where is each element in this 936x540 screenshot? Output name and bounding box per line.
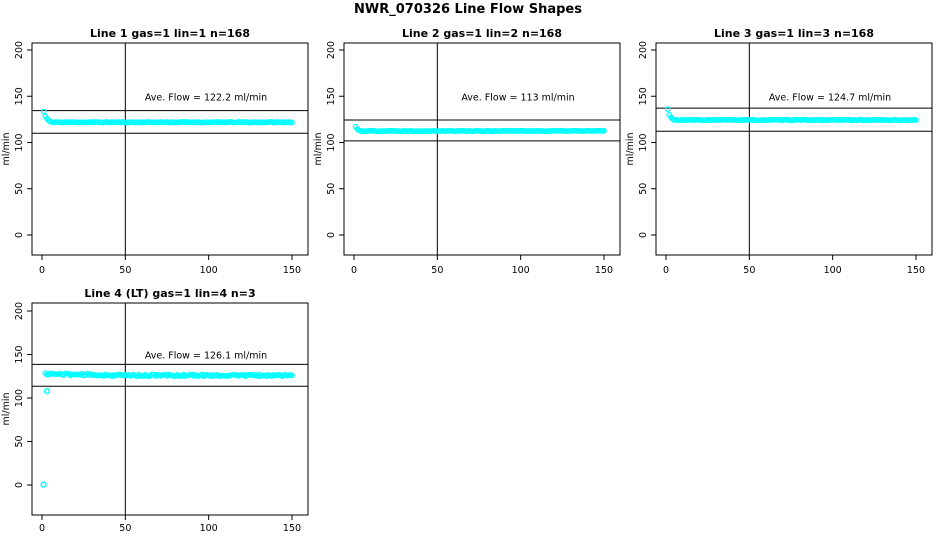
plot-canvas-line-4: Line 4 (LT) gas=1 lin=4 n=3 0 50 100 150 0 50 1…	[1, 287, 309, 534]
x-tick-label: 150	[907, 265, 925, 276]
avg-flow-annotation: Ave. Flow = 122.2 ml/min	[145, 92, 267, 103]
panel-line-1: Line 1 gas=1 lin=1 n=168 0 50 100 150 0 50 100 1…	[0, 25, 312, 283]
y-tick-label: 50	[14, 435, 25, 447]
plot-box	[31, 302, 309, 516]
y-axis-label: ml/min	[625, 132, 636, 165]
panel-line-4: Line 4 (LT) gas=1 lin=4 n=3 0 50 100 150 0 50 1…	[0, 285, 312, 540]
x-tick-label: 0	[39, 523, 45, 534]
panel-title: Line 2 gas=1 lin=2 n=168	[402, 27, 562, 40]
y-axis: 0 50 100 150 200	[14, 41, 32, 238]
y-tick-label: 200	[14, 41, 25, 59]
data-point	[289, 372, 295, 379]
data-points	[664, 106, 919, 124]
y-tick-label: 0	[14, 482, 25, 488]
y-tick-label: 50	[14, 183, 25, 195]
y-tick-label: 50	[638, 183, 649, 195]
y-axis-label: ml/min	[313, 132, 324, 165]
panel-title: Line 1 gas=1 lin=1 n=168	[90, 27, 250, 40]
y-tick-label: 200	[326, 41, 337, 59]
y-tick-label: 100	[326, 133, 337, 151]
x-tick-label: 150	[283, 265, 301, 276]
y-tick-label: 150	[326, 87, 337, 105]
x-tick-label: 50	[431, 265, 443, 276]
data-point	[601, 127, 607, 134]
panel-title: Line 3 gas=1 lin=3 n=168	[714, 27, 874, 40]
y-axis: 0 50 100 150 200	[326, 41, 344, 238]
outlier-point	[43, 387, 51, 395]
y-tick-label: 150	[14, 87, 25, 105]
plot-canvas-line-1: Line 1 gas=1 lin=1 n=168 0 50 100 150 0 50 100 1…	[1, 27, 309, 276]
data-points	[40, 370, 295, 488]
plot-canvas-line-2: Line 2 gas=1 lin=2 n=168 0 50 100 150 0 50 100 1…	[313, 27, 621, 276]
x-tick-label: 0	[663, 265, 669, 276]
plot-box	[343, 42, 621, 256]
figure-title: NWR_070326 Line Flow Shapes	[354, 2, 582, 17]
x-axis: 0 50 100 150	[39, 515, 301, 534]
data-point	[913, 117, 919, 123]
data-points	[352, 123, 607, 135]
x-tick-label: 100	[824, 265, 842, 276]
x-tick-label: 100	[200, 265, 218, 276]
y-tick-label: 100	[638, 133, 649, 151]
x-tick-label: 0	[39, 265, 45, 276]
y-axis: 0 50 100 150 200	[14, 302, 32, 488]
avg-flow-annotation: Ave. Flow = 124.7 ml/min	[769, 92, 891, 103]
x-tick-label: 100	[200, 523, 218, 534]
y-tick-label: 0	[638, 232, 649, 238]
y-tick-label: 100	[14, 133, 25, 151]
plot-canvas-line-3: Line 3 gas=1 lin=3 n=168 0 50 100 150 0 50 100 1…	[625, 27, 933, 276]
data-point	[664, 106, 671, 113]
panel-line-2: Line 2 gas=1 lin=2 n=168 0 50 100 150 0 50 100 1…	[312, 25, 624, 283]
panel-title: Line 4 (LT) gas=1 lin=4 n=3	[84, 287, 255, 300]
outlier-point	[40, 481, 47, 488]
y-tick-label: 200	[638, 41, 649, 59]
y-tick-label: 150	[14, 345, 25, 363]
y-axis-label: ml/min	[1, 132, 12, 165]
plot-box	[655, 42, 933, 256]
y-tick-label: 200	[14, 302, 25, 320]
y-tick-label: 50	[326, 183, 337, 195]
x-axis: 0 50 100 150	[39, 255, 301, 276]
x-tick-label: 50	[743, 265, 755, 276]
x-tick-label: 50	[119, 265, 131, 276]
x-tick-label: 0	[351, 265, 357, 276]
x-tick-label: 150	[283, 523, 301, 534]
avg-flow-annotation: Ave. Flow = 113 ml/min	[461, 92, 574, 103]
data-point	[289, 119, 295, 126]
y-tick-label: 150	[638, 87, 649, 105]
y-tick-label: 100	[14, 389, 25, 407]
x-tick-label: 150	[595, 265, 613, 276]
x-tick-label: 50	[119, 523, 131, 534]
y-tick-label: 0	[14, 232, 25, 238]
y-tick-label: 0	[326, 232, 337, 238]
panel-line-3: Line 3 gas=1 lin=3 n=168 0 50 100 150 0 50 100 1…	[624, 25, 936, 283]
avg-flow-annotation: Ave. Flow = 126.1 ml/min	[145, 351, 267, 362]
y-axis: 0 50 100 150 200	[638, 41, 656, 238]
x-tick-label: 100	[512, 265, 530, 276]
data-point	[40, 108, 47, 115]
data-points	[40, 108, 295, 126]
plot-box	[31, 42, 309, 256]
x-axis: 0 50 100 150	[663, 255, 925, 276]
x-axis: 0 50 100 150	[351, 255, 613, 276]
y-axis-label: ml/min	[1, 392, 12, 425]
